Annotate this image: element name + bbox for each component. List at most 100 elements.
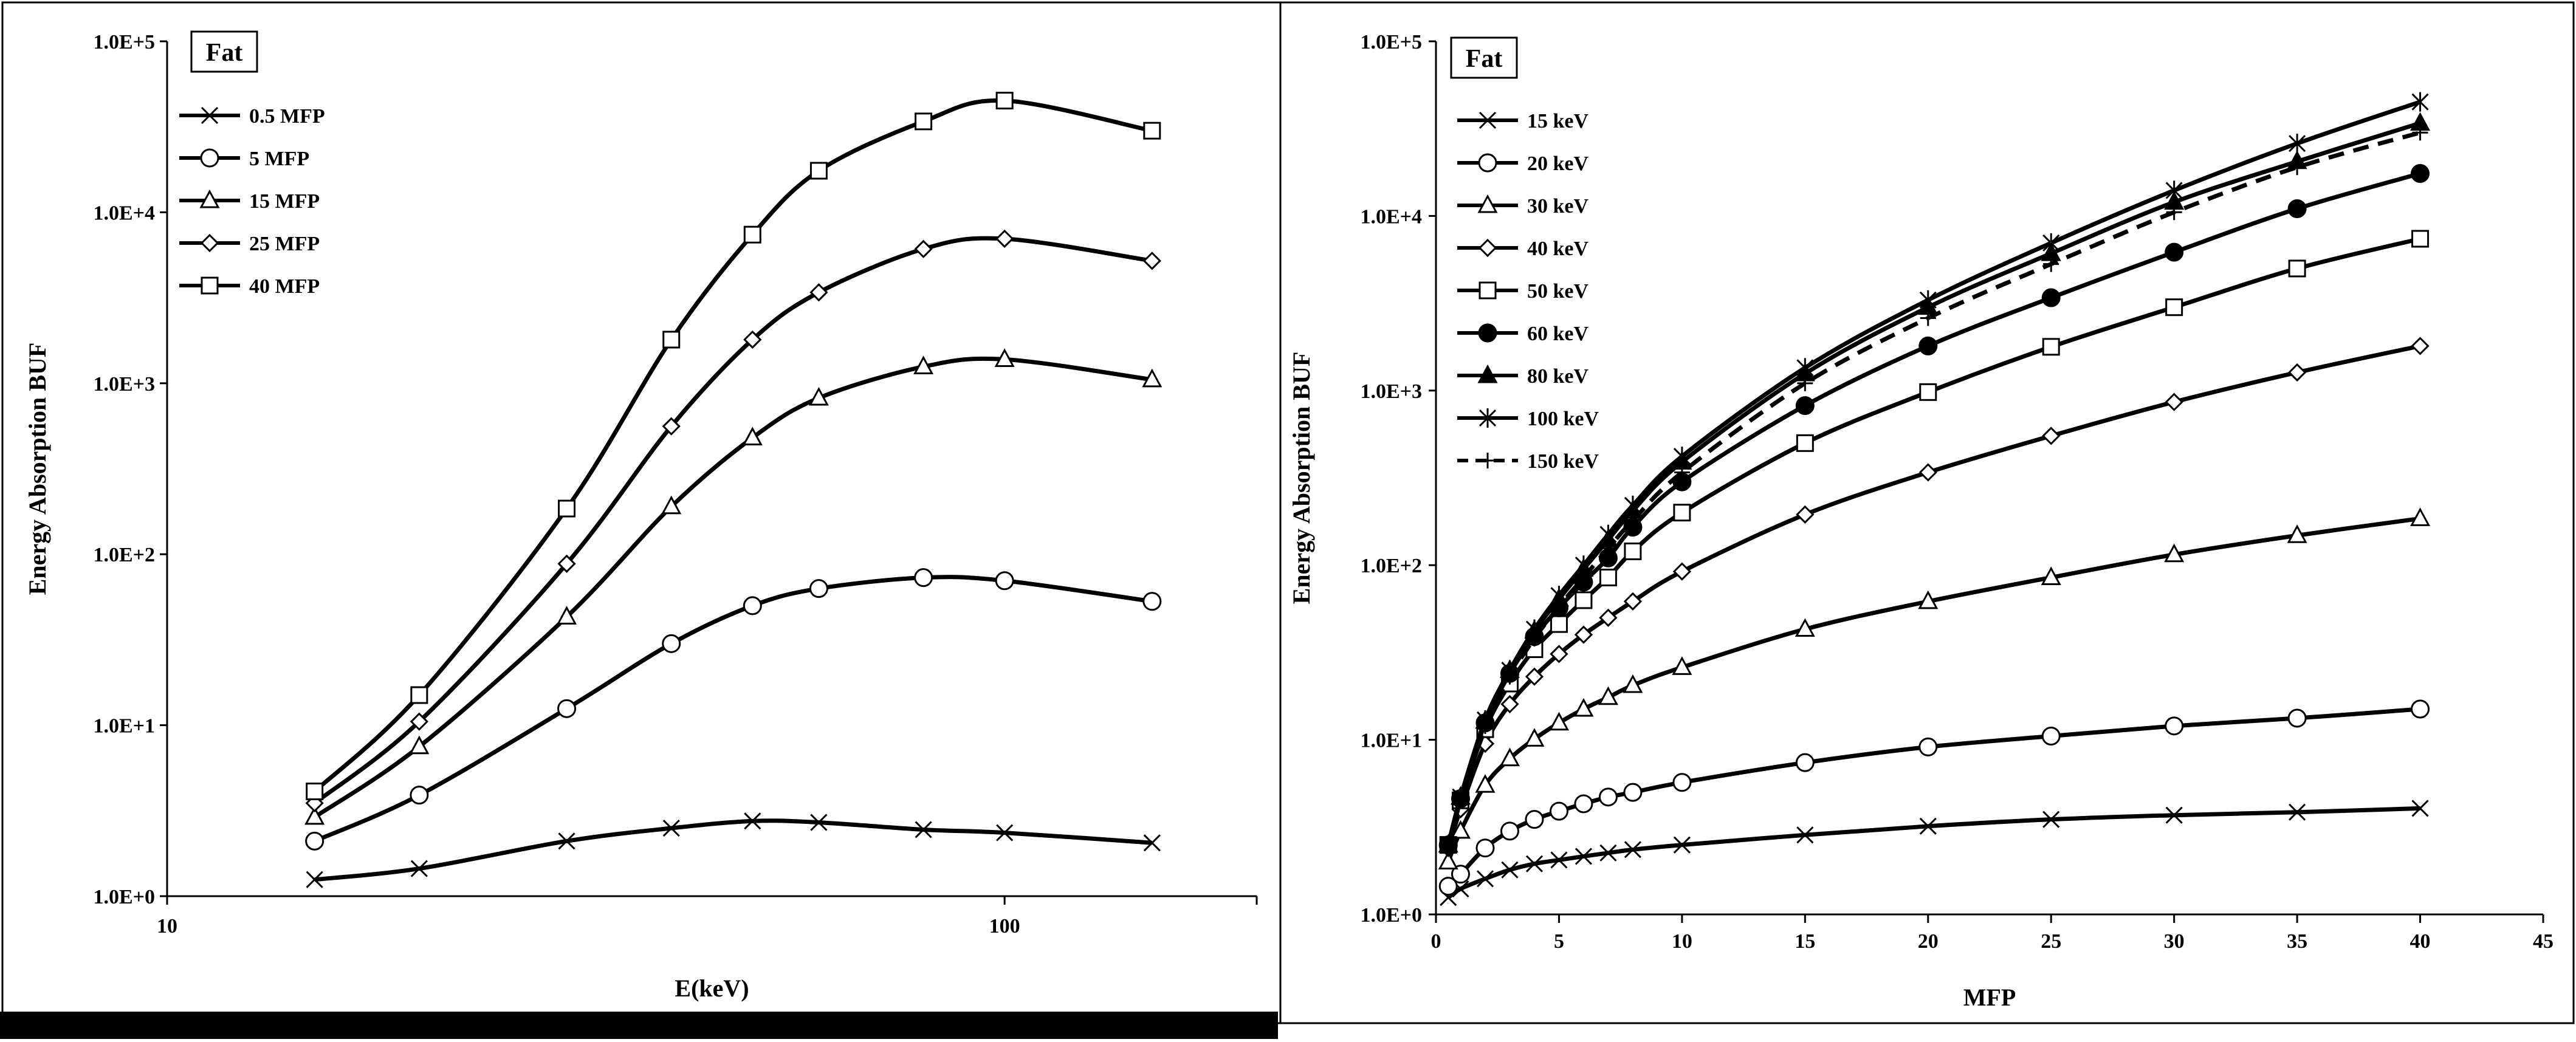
data-point <box>1623 783 1643 802</box>
data-point <box>1672 656 1692 675</box>
y-tick-label: 1.0E+0 <box>93 886 155 908</box>
data-point <box>662 331 681 349</box>
data-point <box>1438 877 1458 896</box>
x-tick-label: 100 <box>989 915 1020 937</box>
data-point <box>1918 590 1939 609</box>
x-axis-label: MFP <box>1963 984 2016 1011</box>
data-point <box>1500 821 1519 841</box>
x-tick-label: 45 <box>2533 930 2554 953</box>
data-point <box>410 786 429 805</box>
data-point <box>1624 512 1641 529</box>
data-point <box>1475 838 1495 858</box>
y-tick-label: 1.0E+4 <box>1360 205 1422 228</box>
data-point <box>1525 667 1544 686</box>
y-tick-label: 1.0E+5 <box>93 31 155 53</box>
series-line <box>313 236 1153 805</box>
legend-entry: 5 MFP <box>179 148 309 170</box>
data-point <box>2288 259 2306 278</box>
data-point <box>913 355 934 375</box>
data-point <box>809 579 828 598</box>
x-tick-label: 35 <box>2287 930 2307 953</box>
series-150-kev <box>1440 125 2428 856</box>
legend-label: 40 MFP <box>249 275 320 298</box>
data-point <box>1142 368 1163 388</box>
data-point <box>1500 694 1519 714</box>
data-point <box>1598 787 1618 807</box>
y-tick-label: 1.0E+3 <box>93 373 155 396</box>
series-15-kev <box>1440 800 2429 907</box>
data-point <box>1526 630 1542 646</box>
data-point <box>1624 841 1641 859</box>
data-point <box>2165 242 2184 262</box>
chart-title: Fat <box>1466 45 1503 73</box>
y-tick-label: 1.0E+5 <box>1360 31 1422 53</box>
data-point <box>1920 310 1936 326</box>
data-point <box>2166 204 2182 221</box>
legend-label: 40 keV <box>1527 238 1589 260</box>
y-tick-label: 1.0E+2 <box>93 544 155 566</box>
data-point <box>1673 447 1691 467</box>
data-point <box>1796 826 1814 844</box>
series-line <box>314 575 1153 843</box>
data-point <box>1548 711 1569 731</box>
data-point <box>2289 134 2306 154</box>
data-point <box>744 812 761 830</box>
data-point <box>306 783 324 801</box>
y-tick-label: 1.0E+0 <box>1360 904 1422 927</box>
data-point <box>1600 540 1616 557</box>
legend-marker <box>201 276 219 295</box>
data-point <box>1796 434 1814 452</box>
legend-label: 60 keV <box>1527 323 1589 345</box>
data-point <box>1451 865 1470 884</box>
data-point <box>557 699 577 718</box>
data-point <box>1143 122 1161 140</box>
legend-entry: 40 MFP <box>179 275 320 298</box>
data-point <box>1549 801 1568 821</box>
x-tick-label: 25 <box>2041 930 2061 953</box>
data-point <box>304 806 325 825</box>
data-point <box>1599 844 1617 862</box>
data-point <box>1599 608 1618 627</box>
data-point <box>2411 800 2429 817</box>
x-tick-label: 10 <box>1672 930 1692 953</box>
legend-entry: 30 keV <box>1457 194 1589 218</box>
data-point <box>2041 727 2061 746</box>
data-point <box>558 832 575 850</box>
data-point <box>1672 562 1692 581</box>
data-point <box>2410 507 2431 526</box>
legend-entry: 40 keV <box>1457 238 1589 260</box>
legend-entry: 25 MFP <box>179 233 320 255</box>
data-point <box>2289 159 2306 176</box>
data-point <box>743 330 762 349</box>
data-point <box>915 821 932 838</box>
data-point <box>1624 542 1642 560</box>
legend-entry: 50 keV <box>1457 280 1589 303</box>
legend-marker <box>1477 364 1498 383</box>
legend-label: 15 MFP <box>249 190 320 213</box>
series-0-5-mfp <box>306 812 1161 888</box>
x-tick-label: 15 <box>1795 930 1815 953</box>
data-point <box>1550 851 1568 869</box>
legend-entry: 150 keV <box>1457 450 1599 473</box>
legend-label: 15 keV <box>1527 110 1589 132</box>
data-point <box>808 386 829 406</box>
y-tick-label: 1.0E+1 <box>1360 730 1422 752</box>
data-point <box>410 860 428 877</box>
data-point <box>1550 645 1568 663</box>
data-point <box>2041 288 2061 307</box>
legend-label: 20 keV <box>1527 153 1589 175</box>
data-point <box>1795 618 1815 637</box>
data-point <box>810 814 828 831</box>
data-point <box>2042 427 2061 445</box>
data-point <box>2411 230 2430 248</box>
data-point <box>2164 543 2185 563</box>
legend-marker <box>1480 453 1496 468</box>
y-tick-label: 1.0E+1 <box>93 715 155 738</box>
data-point <box>1438 851 1458 869</box>
data-point <box>1440 840 1457 856</box>
data-point <box>410 686 428 704</box>
data-point <box>1525 810 1544 829</box>
chart-mfp: 1.0E+0 1.0E+1 1.0E+2 1.0E+3 1.0E+4 1.0E+5 0 5 10… <box>1288 31 2554 1011</box>
legend-marker <box>1479 281 1497 300</box>
